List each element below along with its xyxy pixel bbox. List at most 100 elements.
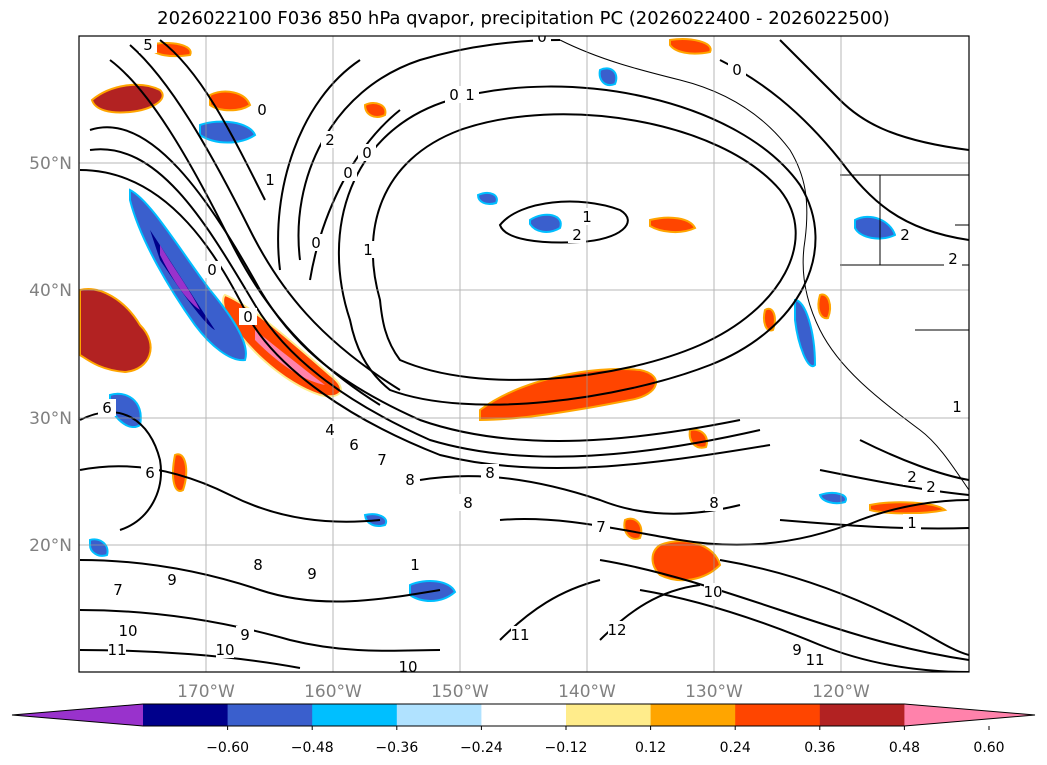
colorbar-tick-label: −0.24 xyxy=(460,740,503,756)
contour-label-bg xyxy=(303,565,321,582)
contour-label-bg xyxy=(788,641,806,658)
contour-label: 7 xyxy=(377,451,387,469)
contour-label-bg xyxy=(608,621,626,638)
colorbar-segment xyxy=(312,704,398,726)
graticule xyxy=(79,36,969,672)
qvapor-contours xyxy=(79,39,969,672)
contour-label-bg xyxy=(592,518,610,535)
contour-label: 2 xyxy=(948,250,958,268)
contour-label-bg xyxy=(705,494,723,511)
contour-label-bg xyxy=(141,464,159,481)
contour-label: 7 xyxy=(113,581,123,599)
contour-label: 11 xyxy=(510,626,529,644)
lon-label-160w: 160°W xyxy=(304,682,362,702)
contour-label: 10 xyxy=(215,641,234,659)
contour-label-bg xyxy=(203,261,221,278)
contour-label-bg xyxy=(216,641,234,658)
contour-label-bg xyxy=(903,514,921,531)
contour-label-bg xyxy=(401,471,419,488)
contour-label: 2 xyxy=(907,468,917,486)
colorbar-segment xyxy=(650,704,736,726)
precip-negative-patches xyxy=(89,67,897,602)
contour-label-bg xyxy=(253,101,271,118)
contour-label: 0 xyxy=(449,86,459,104)
contour-label: 7 xyxy=(596,518,606,536)
contour-label-bg xyxy=(459,494,477,511)
colorbar-tick-label: 0.48 xyxy=(889,740,920,756)
lon-label-150w: 150°W xyxy=(431,682,489,702)
lon-label-140w: 140°W xyxy=(558,682,616,702)
contour-label: 0 xyxy=(243,308,253,326)
map-frame xyxy=(78,35,970,673)
contour-label-bg xyxy=(445,86,463,103)
contour-label: 2 xyxy=(325,131,335,149)
colorbar-segment xyxy=(819,704,905,726)
colorbar-tick-label: −0.48 xyxy=(291,740,334,756)
coastlines xyxy=(559,39,969,491)
contour-label: 9 xyxy=(167,571,177,589)
lon-label-170w: 170°W xyxy=(177,682,235,702)
colorbar-segment xyxy=(396,704,482,726)
colorbar-extend-min xyxy=(12,704,143,726)
contour-label: 10 xyxy=(703,583,722,601)
contour-label-bg xyxy=(339,164,357,181)
contour-label-bg xyxy=(728,61,746,78)
contour-label: 11 xyxy=(805,651,824,669)
contour-label-bg xyxy=(108,641,126,658)
contour-label: 8 xyxy=(253,556,263,574)
lat-label-20n: 20°N xyxy=(29,536,72,556)
contour-label: 1 xyxy=(582,208,592,226)
contour-label-bg xyxy=(163,571,181,588)
contour-label: 8 xyxy=(405,471,415,489)
contour-label: 6 xyxy=(102,399,112,417)
colorbar xyxy=(11,703,1036,727)
contour-label-bg xyxy=(533,36,551,45)
lat-label-30n: 30°N xyxy=(29,409,72,429)
contour-label-bg xyxy=(119,622,137,639)
colorbar-tick-labels: −0.60 −0.48 −0.36 −0.24 −0.12 0.12 0.24 0.36 0.4… xyxy=(206,726,1005,756)
contour-label: 10 xyxy=(118,622,137,640)
figure-title: 2026022100 F036 850 hPa qvapor, precipit… xyxy=(157,8,890,29)
contour-label-bg xyxy=(704,583,722,600)
contour-label-bg xyxy=(239,308,257,325)
contour-label-bg xyxy=(261,171,279,188)
contour-label: 2 xyxy=(900,226,910,244)
lon-label-120w: 120°W xyxy=(812,682,870,702)
colorbar-outline xyxy=(11,703,1036,727)
contour-label-bg xyxy=(944,250,962,267)
contour-label-bg xyxy=(948,398,966,415)
contour-label: 8 xyxy=(709,494,719,512)
contour-label: 12 xyxy=(607,621,626,639)
contour-label-bg xyxy=(109,581,127,598)
contour-label-bg xyxy=(903,468,921,485)
contour-label-bg xyxy=(406,556,424,573)
contour-label-bg xyxy=(806,651,824,668)
contour-label: 0 xyxy=(257,101,267,119)
colorbar-tick-label: −0.36 xyxy=(375,740,418,756)
contour-label: 0 xyxy=(311,234,321,252)
contour-label-bg xyxy=(359,241,377,258)
contour-label: 10 xyxy=(398,658,417,676)
contour-label-bg xyxy=(461,86,479,103)
colorbar-tick-label: 0.36 xyxy=(804,740,835,756)
colorbar-tick-label: 0.60 xyxy=(973,740,1004,756)
contour-label: 6 xyxy=(145,464,155,482)
contour-label-bg xyxy=(249,556,267,573)
contour-label: 0 xyxy=(343,164,353,182)
colorbar-segment xyxy=(227,704,313,726)
precip-positive-patches xyxy=(79,38,948,582)
contour-label-bg xyxy=(321,421,339,438)
contour-label: 11 xyxy=(107,641,126,659)
contour-label-bg xyxy=(399,658,417,672)
contour-label-bg xyxy=(568,226,586,243)
contour-label: 2 xyxy=(926,478,936,496)
contour-label: 9 xyxy=(307,565,317,583)
contour-label-bg xyxy=(358,144,376,161)
contour-label: 1 xyxy=(952,398,962,416)
colorbar-extend-max xyxy=(904,704,1035,726)
contour-label: 1 xyxy=(410,556,420,574)
colorbar-segment xyxy=(566,704,652,726)
contour-label: 2 xyxy=(572,226,582,244)
